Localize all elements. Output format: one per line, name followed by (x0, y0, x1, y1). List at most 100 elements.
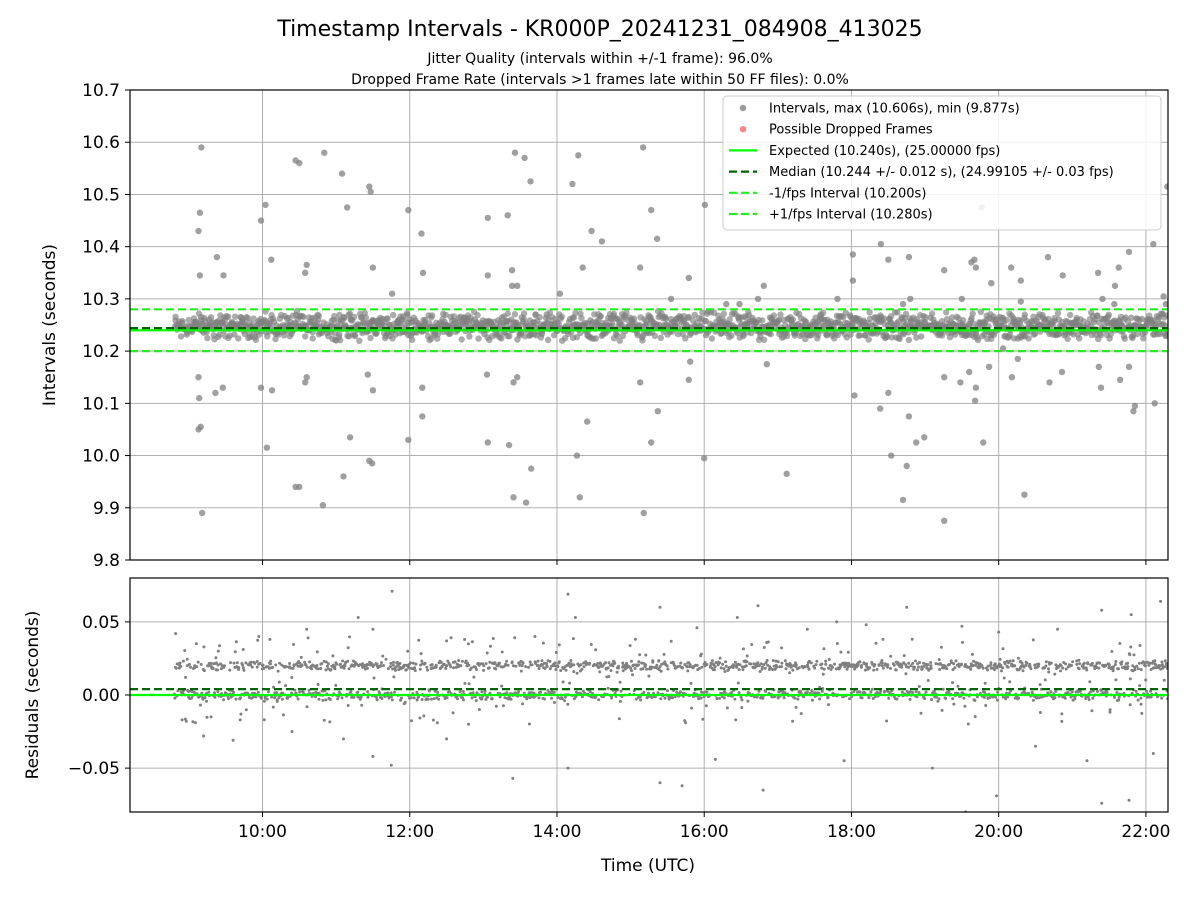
interval-point (913, 439, 920, 446)
residual-point (1064, 662, 1068, 666)
residual-point (533, 635, 537, 638)
interval-point (630, 315, 638, 322)
residual-point (659, 697, 663, 701)
interval-point (985, 363, 993, 370)
residual-point (408, 666, 412, 670)
interval-point (195, 374, 202, 381)
interval-point (1008, 264, 1015, 271)
residual-point (433, 689, 437, 693)
residual-point (1029, 667, 1033, 671)
residual-point (962, 696, 966, 700)
residual-point (1088, 680, 1092, 684)
interval-point (220, 272, 227, 279)
residual-point (556, 665, 560, 669)
residual-point (905, 605, 909, 609)
interval-point (474, 312, 481, 319)
residual-point (409, 661, 412, 665)
residual-point (791, 719, 795, 723)
residual-point (1011, 659, 1015, 663)
residual-point (505, 691, 509, 695)
residual-point (406, 649, 410, 653)
residual-point (631, 673, 634, 677)
interval-point (701, 201, 709, 209)
residual-point (784, 667, 788, 671)
interval-point (572, 309, 579, 317)
interval-point (367, 334, 374, 342)
residual-point (755, 695, 759, 699)
residual-point (589, 643, 593, 646)
residual-point (484, 697, 488, 701)
residual-point (1038, 683, 1042, 687)
residual-point (704, 704, 708, 708)
residual-point (1151, 752, 1155, 755)
residual-point (389, 661, 393, 665)
residual-point (356, 616, 360, 619)
residual-point (954, 659, 958, 663)
residual-point (873, 663, 877, 667)
residual-point (1115, 691, 1119, 694)
x-tick-label: 20:00 (974, 822, 1023, 842)
residual-point (845, 667, 849, 671)
residual-point (846, 650, 850, 654)
residual-point (467, 722, 471, 726)
interval-point (520, 310, 528, 317)
residual-point (241, 666, 245, 670)
chart-subtitle-jitter: Jitter Quality (intervals within +/-1 fr… (426, 51, 772, 67)
interval-point (877, 240, 885, 248)
residual-point (548, 659, 552, 663)
residual-point (511, 664, 515, 668)
interval-point (195, 227, 202, 235)
residual-point (807, 667, 811, 671)
residual-point (359, 695, 363, 699)
residual-point (690, 706, 694, 710)
residual-point (597, 698, 601, 702)
residual-point (940, 708, 944, 712)
residuals-y-axis-label: Residuals (seconds) (23, 611, 43, 780)
residual-point (826, 696, 830, 699)
residual-point (328, 720, 332, 724)
residual-point (179, 664, 183, 668)
residual-point (1006, 665, 1010, 669)
interval-point (759, 317, 766, 324)
residual-point (689, 681, 693, 685)
residual-point (666, 689, 669, 693)
residual-point (184, 719, 188, 723)
residual-point (710, 659, 714, 663)
residual-point (528, 660, 532, 664)
residual-point (810, 698, 814, 702)
interval-point (336, 331, 343, 338)
residual-point (474, 665, 477, 669)
interval-point (573, 334, 580, 341)
residual-point (1099, 688, 1103, 692)
residual-point (335, 662, 339, 666)
residual-point (488, 660, 492, 664)
interval-point (884, 333, 891, 340)
intervals-y-tick-label: 10.1 (82, 394, 120, 414)
residual-point (658, 781, 662, 785)
residual-point (553, 661, 557, 665)
residual-point (200, 691, 204, 695)
residual-point (1091, 696, 1095, 700)
residual-point (399, 698, 402, 702)
residual-point (482, 668, 486, 672)
residual-point (1145, 689, 1148, 693)
residual-point (183, 649, 187, 652)
residual-point (439, 660, 443, 664)
residual-point (735, 616, 739, 619)
residual-point (835, 642, 839, 645)
interval-point (887, 313, 895, 320)
interval-point (784, 332, 791, 340)
interval-point (527, 178, 534, 185)
residual-point (1001, 666, 1005, 670)
interval-point (1134, 330, 1141, 338)
residual-point (722, 696, 726, 700)
residual-point (352, 695, 356, 699)
residual-point (594, 648, 598, 652)
residual-point (680, 784, 684, 788)
residual-point (431, 718, 435, 722)
residual-point (817, 691, 821, 695)
residual-point (543, 697, 546, 701)
residual-point (530, 663, 534, 667)
residual-point (988, 696, 992, 700)
residual-point (430, 663, 434, 667)
